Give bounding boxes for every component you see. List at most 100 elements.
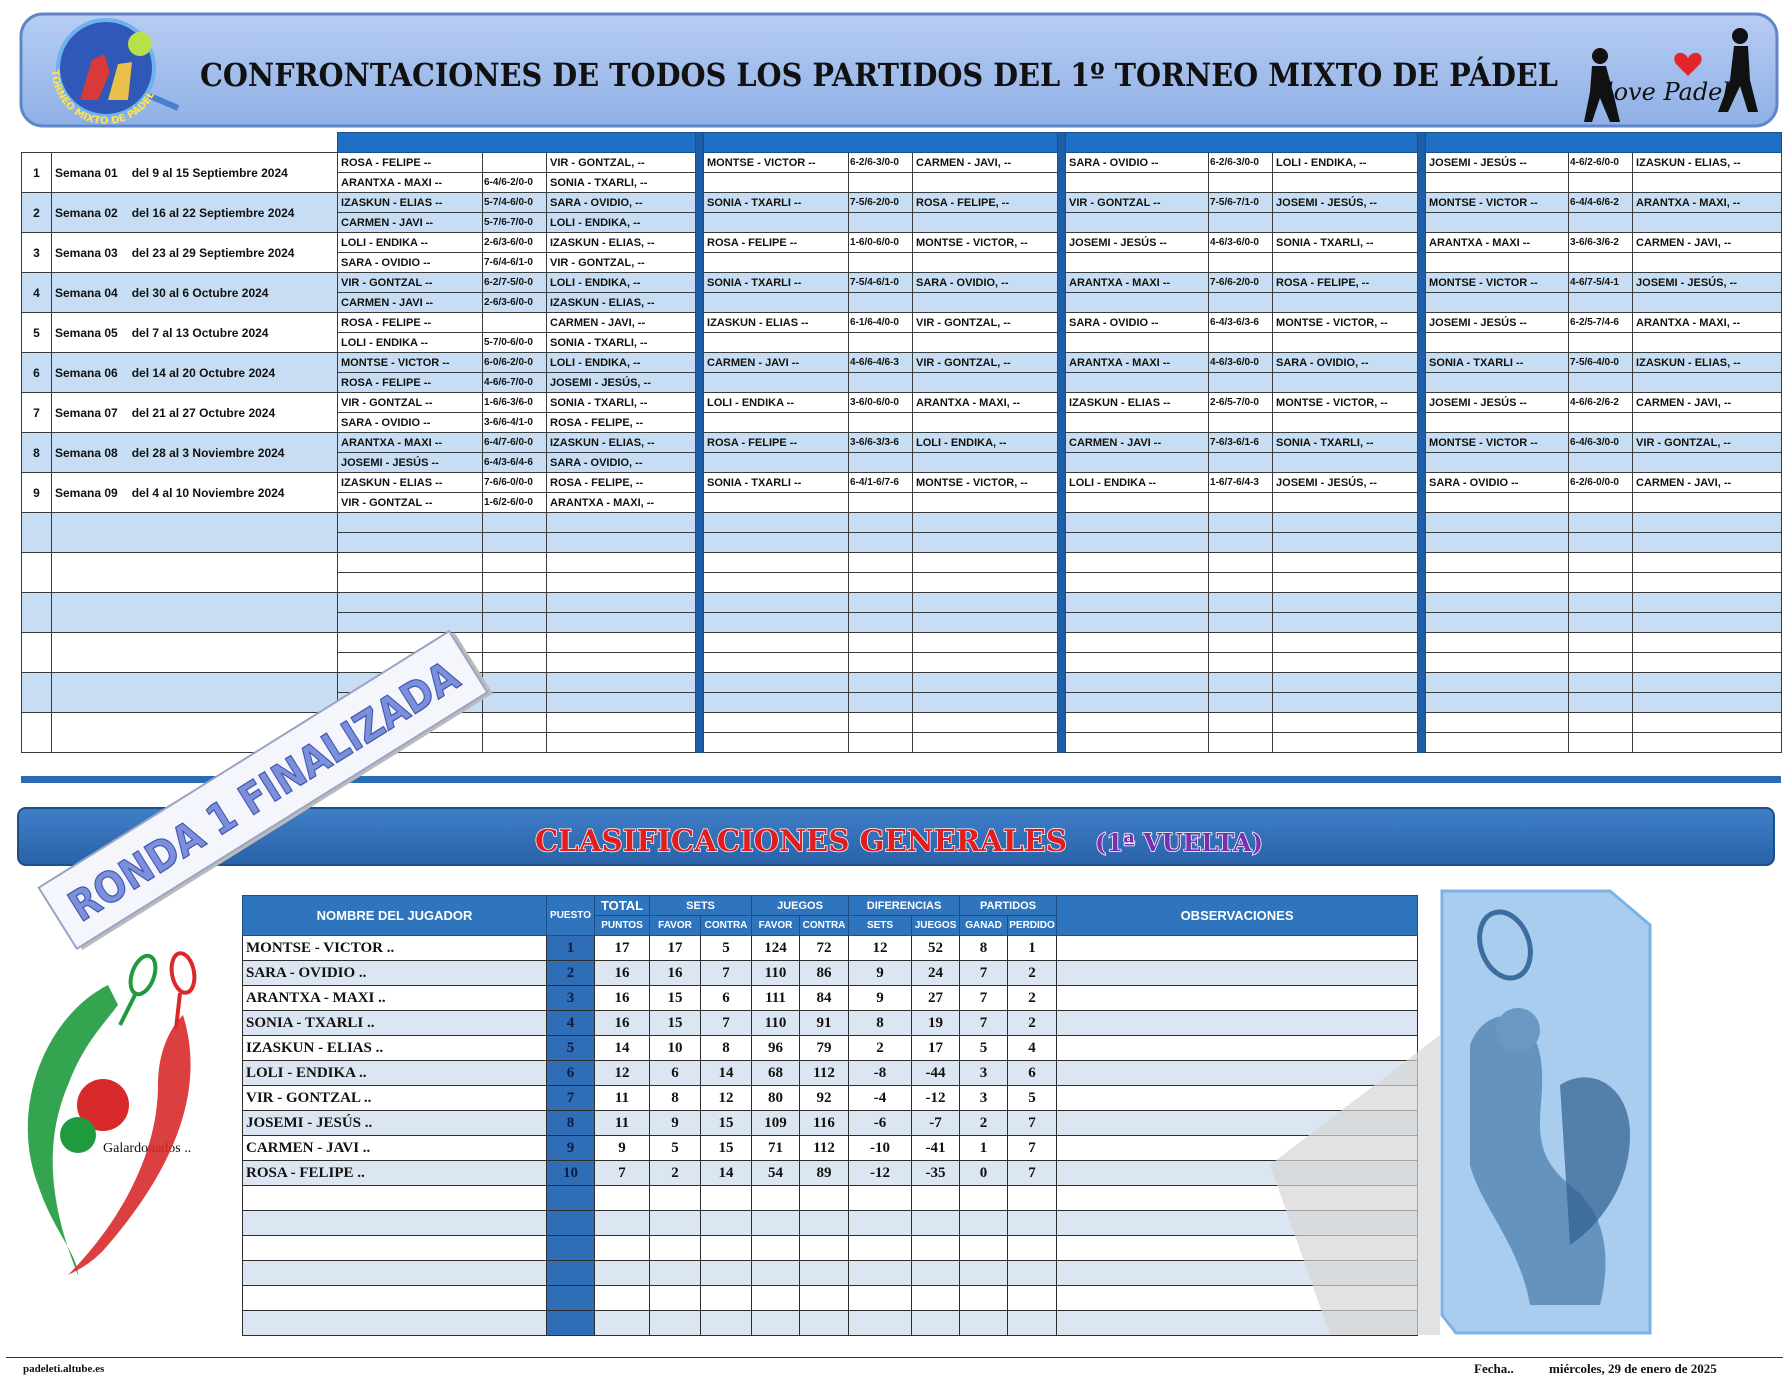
stat: 27 — [911, 985, 961, 1011]
stat — [799, 1235, 850, 1261]
week-cell: Semana 03 del 23 al 29 Septiembre 2024 — [51, 232, 338, 273]
match-pair — [1425, 732, 1570, 753]
match-pair — [912, 732, 1059, 753]
match-pair — [703, 632, 850, 653]
match-pair: ROSA - FELIPE, -- — [1272, 272, 1419, 293]
stat — [751, 1310, 801, 1336]
match-score — [848, 252, 914, 273]
match-pair — [1425, 572, 1570, 593]
week-row: 4 Semana 04 del 30 al 6 Octubre 2024 VIR - … — [21, 272, 1783, 313]
stat — [799, 1310, 850, 1336]
match-score — [1208, 452, 1274, 473]
standings-row: LOLI - ENDIKA .. 6 12 6 14 68 112 -8 -44 3 6 — [242, 1060, 1419, 1086]
match-pair: SONIA - TXARLI -- — [1425, 352, 1570, 373]
stat — [594, 1185, 650, 1211]
match-score — [1568, 732, 1634, 753]
match-pair — [912, 692, 1059, 713]
player-name: LOLI - ENDIKA .. — [242, 1060, 547, 1086]
position: 9 — [546, 1135, 595, 1161]
stat: 14 — [699, 1060, 753, 1086]
standings-row — [242, 1310, 1419, 1336]
match-pair: LOLI - ENDIKA -- — [337, 332, 483, 353]
player-name: ROSA - FELIPE .. — [242, 1160, 547, 1186]
match-pair — [1272, 292, 1419, 313]
match-pair — [1272, 412, 1419, 433]
stat — [751, 1235, 801, 1261]
stat: 1 — [959, 1135, 1009, 1161]
match-score — [1568, 212, 1634, 233]
match-pair: ARANTXA - MAXI, -- — [545, 492, 697, 513]
match-pair — [545, 692, 697, 713]
stat — [1007, 1285, 1058, 1311]
match-pair — [1272, 672, 1419, 693]
header-group: TOTAL — [594, 895, 650, 916]
match-score: 3-6/0-6/0-0 — [848, 392, 914, 413]
week-dates: del 9 al 15 Septiembre 2024 — [131, 165, 288, 180]
stat: 17 — [594, 935, 650, 961]
match-pair: SARA - OVIDIO, -- — [912, 272, 1059, 293]
week-cell: Semana 09 del 4 al 10 Noviembre 2024 — [51, 472, 338, 513]
player-name — [242, 1310, 547, 1336]
stat: 16 — [594, 985, 650, 1011]
match-pair — [1065, 172, 1210, 193]
match-pair: ARANTXA - MAXI -- — [337, 172, 483, 193]
match-pair — [1632, 672, 1783, 693]
header-sub: CONTRA — [699, 915, 753, 936]
match-pair — [912, 592, 1059, 613]
week-number: 8 — [21, 432, 52, 473]
stat: 5 — [1007, 1085, 1058, 1111]
match-score: 6-4/1-6/7-6 — [848, 472, 914, 493]
stat — [649, 1210, 701, 1236]
stat: 112 — [799, 1060, 850, 1086]
match-pair: MONTSE - VICTOR, -- — [912, 232, 1059, 253]
week-number — [21, 632, 52, 673]
match-pair: IZASKUN - ELIAS, -- — [545, 292, 697, 313]
week-number — [21, 512, 52, 553]
stat — [799, 1260, 850, 1286]
match-pair — [545, 592, 697, 613]
stat: -7 — [911, 1110, 961, 1136]
match-pair — [1632, 732, 1783, 753]
match-score: 3-6/6-3/6-2 — [1568, 232, 1634, 253]
match-pair — [703, 592, 850, 613]
header-sub: FAVOR — [649, 915, 701, 936]
match-score: 7-5/6-2/0-0 — [848, 192, 914, 213]
player-name: CARMEN - JAVI .. — [242, 1135, 547, 1161]
week-cell — [51, 552, 338, 593]
match-pair — [912, 252, 1059, 273]
week-dates: del 4 al 10 Noviembre 2024 — [131, 485, 285, 500]
match-pair: VIR - GONTZAL, -- — [545, 252, 697, 273]
match-pair — [912, 412, 1059, 433]
week-cell: Semana 06 del 14 al 20 Octubre 2024 — [51, 352, 338, 393]
stat — [799, 1185, 850, 1211]
stat — [848, 1185, 913, 1211]
match-pair — [1065, 592, 1210, 613]
match-pair — [1065, 292, 1210, 313]
footer-date-label: Fecha.. — [1474, 1361, 1514, 1376]
stat: 11 — [594, 1085, 650, 1111]
week-number: 2 — [21, 192, 52, 233]
stat: 7 — [1007, 1135, 1058, 1161]
match-pair — [703, 412, 850, 433]
stat: 8 — [848, 1010, 913, 1036]
week-cell: Semana 04 del 30 al 6 Octubre 2024 — [51, 272, 338, 313]
match-pair: LOLI - ENDIKA -- — [1065, 472, 1210, 493]
match-pair — [1065, 332, 1210, 353]
week-subrow: LOLI - ENDIKA -- 5-7/0-6/0-0 SONIA - TXARL… — [22, 332, 1783, 353]
header-sub: PERDIDO — [1007, 915, 1058, 936]
week-label: Semana 02 — [55, 205, 118, 220]
match-pair: JOSEMI - JESÚS -- — [1425, 152, 1570, 173]
match-pair — [545, 632, 697, 653]
stat: -44 — [911, 1060, 961, 1086]
match-pair — [912, 492, 1059, 513]
match-pair: MONTSE - VICTOR, -- — [1272, 392, 1419, 413]
match-score — [1208, 292, 1274, 313]
match-score — [482, 512, 547, 533]
stat — [848, 1285, 913, 1311]
match-score: 5-7/0-6/0-0 — [482, 332, 547, 353]
header-group: JUEGOS — [751, 895, 850, 916]
standings-row: CARMEN - JAVI .. 9 9 5 15 71 112 -10 -41 1 7 — [242, 1135, 1419, 1161]
logo-left: TORNEO MIXTO DE PÁDEL — [49, 18, 180, 127]
match-score — [482, 572, 547, 593]
